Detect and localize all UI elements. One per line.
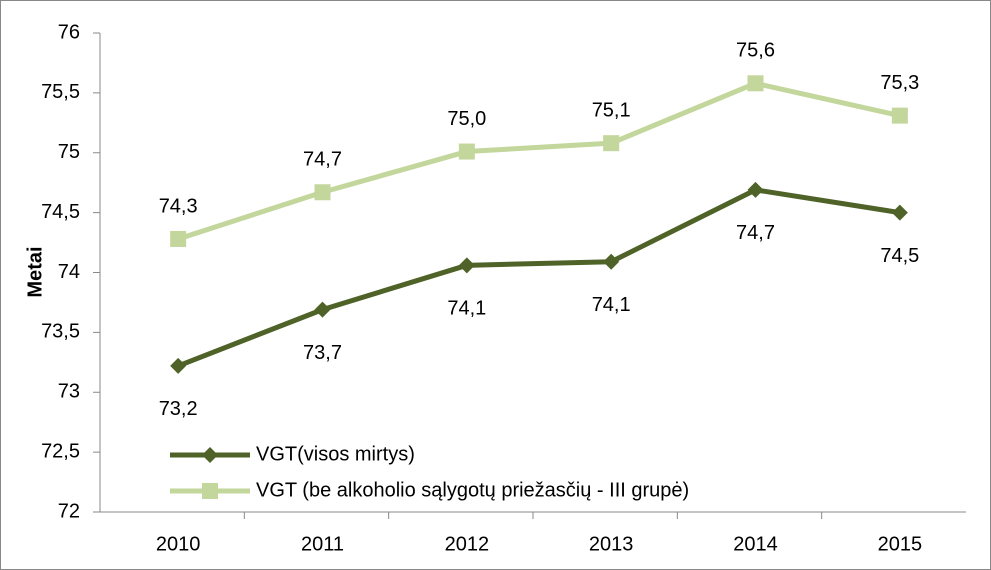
marker	[202, 447, 218, 463]
y-axis-label: Metai	[24, 246, 46, 297]
marker	[170, 230, 187, 247]
y-tick-label: 72,5	[41, 440, 80, 462]
data-label: 73,2	[159, 398, 198, 420]
data-label: 75,1	[592, 99, 631, 121]
data-label: 74,7	[303, 149, 342, 171]
x-tick-label: 2013	[589, 533, 634, 555]
x-tick-label: 2010	[156, 533, 201, 555]
data-label: 73,7	[303, 342, 342, 364]
y-tick-label: 73	[58, 381, 80, 403]
x-tick-label: 2012	[445, 533, 490, 555]
y-tick-label: 74	[58, 261, 80, 283]
marker	[747, 75, 764, 92]
legend-label: VGT(visos mirtys)	[256, 443, 415, 465]
marker	[747, 181, 764, 198]
marker	[458, 257, 475, 274]
data-label: 75,6	[736, 40, 775, 62]
y-tick-label: 73,5	[41, 321, 80, 343]
marker	[314, 184, 331, 201]
x-tick-label: 2015	[878, 533, 923, 555]
data-label: 74,3	[159, 195, 198, 217]
data-label: 75,0	[447, 108, 486, 130]
marker	[170, 357, 187, 374]
marker	[891, 204, 908, 221]
series-line	[177, 80, 901, 242]
data-label: 74,1	[447, 298, 486, 320]
data-label: 75,3	[880, 72, 919, 94]
x-tick-label: 2011	[301, 533, 344, 555]
legend-label: VGT (be alkoholio sąlygotų priežasčių - …	[256, 479, 689, 501]
marker	[603, 135, 620, 152]
x-tick-label: 2014	[733, 533, 778, 555]
data-label: 74,1	[592, 294, 631, 316]
y-tick-label: 72	[58, 500, 80, 522]
series-line	[177, 187, 901, 369]
marker	[314, 301, 331, 318]
marker	[458, 143, 475, 160]
y-tick-label: 75,5	[41, 81, 80, 103]
marker	[603, 253, 620, 270]
marker	[891, 107, 908, 124]
y-tick-label: 74,5	[41, 201, 80, 223]
marker	[202, 483, 218, 499]
y-tick-label: 75	[58, 141, 80, 163]
data-label: 74,7	[736, 222, 775, 244]
y-tick-label: 76	[58, 21, 80, 43]
data-label: 74,5	[880, 245, 919, 267]
